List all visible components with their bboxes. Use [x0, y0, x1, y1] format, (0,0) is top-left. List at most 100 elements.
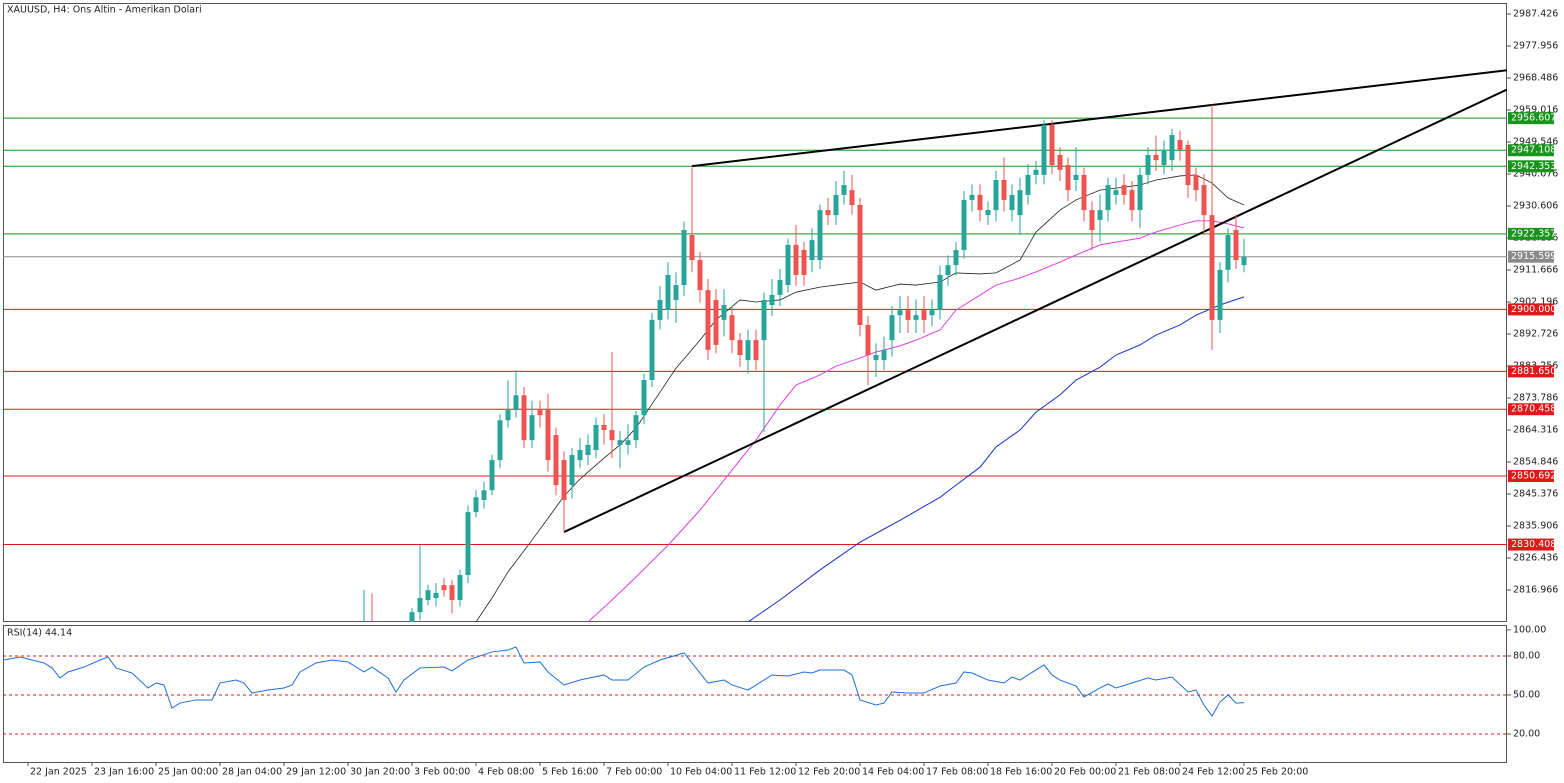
candle-body: [433, 592, 439, 598]
candle-body: [961, 199, 967, 250]
price-level-label: 2915.599: [1511, 251, 1556, 262]
candle-body: [1169, 135, 1175, 161]
candle-body: [1129, 190, 1135, 211]
y-tick-label: 2940.076: [1513, 168, 1558, 179]
candle-body: [793, 244, 799, 275]
x-tick-label: 5 Feb 16:00: [542, 767, 598, 778]
candle-body: [569, 455, 575, 486]
candle-body: [769, 294, 775, 306]
candle-body: [809, 240, 815, 261]
moving-average: [747, 296, 1245, 622]
price-level-tag: [1508, 160, 1554, 173]
trendline: [563, 88, 1507, 533]
candle-body: [545, 410, 551, 461]
candle-body: [937, 274, 943, 311]
price-level-tag: [1508, 365, 1554, 378]
x-tick-label: 25 Jan 00:00: [158, 767, 218, 778]
candle-body: [1177, 140, 1183, 150]
candle-body: [921, 310, 927, 320]
price-level-tag: [1508, 470, 1554, 483]
x-tick-label: 30 Jan 20:00: [350, 767, 410, 778]
x-tick-label: 18 Feb 16:00: [990, 767, 1052, 778]
moving-average: [587, 220, 1245, 622]
rsi-y-tick-label: 50.00: [1513, 689, 1540, 700]
candle-body: [777, 280, 783, 295]
candle-body: [713, 299, 719, 345]
x-tick-label: 21 Feb 08:00: [1118, 767, 1180, 778]
candle-body: [857, 204, 863, 325]
candle-body: [505, 410, 511, 421]
y-tick-label: 2845.376: [1513, 488, 1558, 499]
x-tick-label: 24 Feb 12:00: [1182, 767, 1244, 778]
x-tick-label: 17 Feb 08:00: [926, 767, 988, 778]
x-tick-label: 20 Feb 00:00: [1054, 767, 1116, 778]
candle-body: [1137, 174, 1143, 211]
candle-body: [665, 274, 671, 311]
rsi-panel: [3, 625, 1507, 763]
price-level-label: 2922.357: [1511, 228, 1556, 239]
candle-body: [985, 210, 991, 216]
candle-body: [585, 444, 591, 456]
candle-body: [721, 305, 727, 320]
x-tick-label: 22 Jan 2025: [30, 767, 87, 778]
candle-body: [489, 460, 495, 491]
y-tick-label: 2892.726: [1513, 328, 1558, 339]
y-tick-label: 2911.666: [1513, 264, 1558, 275]
candle-body: [1113, 190, 1119, 195]
candle-body: [969, 194, 975, 200]
candle-body: [745, 340, 751, 361]
price-level-label: 2942.353: [1511, 161, 1556, 172]
y-tick-label: 2949.546: [1513, 136, 1558, 147]
candle-body: [897, 310, 903, 316]
candle-body: [785, 244, 791, 286]
candle-body: [1065, 165, 1071, 191]
y-tick-label: 2826.436: [1513, 552, 1558, 563]
candle-body: [521, 395, 527, 441]
candle-body: [633, 415, 639, 441]
candle-body: [1161, 149, 1167, 166]
candle-body: [1073, 174, 1079, 180]
candle-body: [1209, 215, 1215, 320]
candle-body: [1089, 210, 1095, 231]
price-level-label: 2947.108: [1511, 145, 1556, 156]
candle-body: [913, 315, 919, 320]
y-tick-label: 2835.906: [1513, 520, 1558, 531]
candle-body: [441, 585, 447, 591]
price-level-tag: [1508, 227, 1554, 240]
candle-body: [1001, 179, 1007, 200]
x-tick-label: 11 Feb 12:00: [734, 767, 796, 778]
candle-body: [1233, 230, 1239, 261]
rsi-y-tick-label: 80.00: [1513, 650, 1540, 661]
candle-body: [657, 299, 663, 320]
candle-body: [473, 497, 479, 513]
candle-body: [729, 315, 735, 341]
candle-body: [1057, 154, 1063, 170]
candle-body: [1041, 124, 1047, 175]
candle-body: [1121, 185, 1127, 195]
candle-body: [425, 590, 431, 601]
x-tick-label: 10 Feb 04:00: [670, 767, 732, 778]
rsi-plot: [3, 646, 1507, 735]
candle-body: [601, 424, 607, 431]
candle-body: [1033, 169, 1039, 175]
candle-body: [417, 597, 423, 613]
rsi-title: RSI(14) 44.14: [7, 628, 72, 639]
x-tick-label: 7 Feb 00:00: [606, 767, 662, 778]
candle-body: [945, 265, 951, 275]
main-panel: [3, 3, 1507, 622]
candle-body: [881, 349, 887, 361]
rsi-line: [3, 646, 1245, 717]
y-tick-label: 2873.786: [1513, 392, 1558, 403]
y-tick-label: 2816.966: [1513, 584, 1558, 595]
candle-body: [1025, 174, 1031, 195]
candle-body: [1105, 185, 1111, 211]
candle-body: [481, 490, 487, 500]
axes: 2987.426 2977.956 2968.486 2959.016 2949.546…: [27, 8, 1558, 778]
candle-body: [1145, 154, 1151, 175]
candle-body: [705, 290, 711, 350]
candle-body: [577, 449, 583, 461]
candle-body: [817, 210, 823, 261]
rsi-y-tick-label: 20.00: [1513, 729, 1540, 740]
